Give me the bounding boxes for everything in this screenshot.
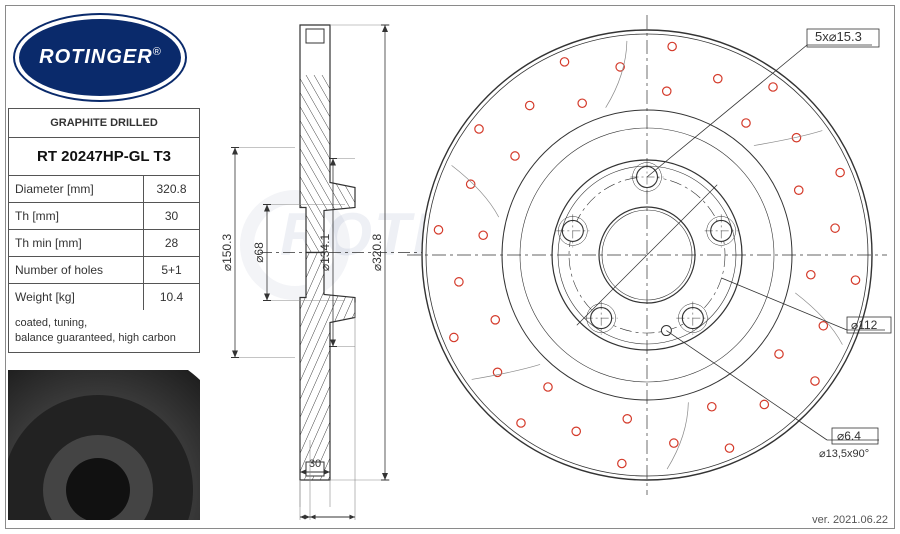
spec-row: Diameter [mm]320.8 [9,176,199,203]
spec-row: Number of holes5+1 [9,257,199,284]
svg-text:30: 30 [309,458,321,470]
spec-value: 10.4 [144,284,199,310]
svg-text:⌀68: ⌀68 [252,242,266,263]
part-render-preview [8,370,200,520]
spec-value: 28 [144,230,199,256]
version-label: ver. 2021.06.22 [812,514,888,526]
spec-label: Diameter [mm] [9,176,144,202]
spec-header: GRAPHITE DRILLED [9,109,199,138]
part-number: RT 20247HP-GL T3 [9,138,199,176]
spec-label: Th min [mm] [9,230,144,256]
spec-table: GRAPHITE DRILLED RT 20247HP-GL T3 Diamet… [8,108,200,353]
front-view: 5x⌀15.3 ⌀112 ⌀6.4 ⌀13,5x90° [407,15,891,495]
svg-text:⌀320.8: ⌀320.8 [370,234,384,272]
svg-text:⌀6.4: ⌀6.4 [837,429,861,443]
spec-value: 5+1 [144,257,199,283]
spec-row: Th [mm]30 [9,203,199,230]
svg-text:⌀134.1: ⌀134.1 [318,234,332,272]
brand-name: ROTINGER [39,46,153,69]
technical-drawing: ⌀320.8⌀150.3⌀68⌀134.1307.352.15x⌀15.3⌀11… [205,10,895,505]
spec-value: 30 [144,203,199,229]
svg-text:5x⌀15.3: 5x⌀15.3 [815,29,862,44]
spec-row: Th min [mm]28 [9,230,199,257]
spec-label: Th [mm] [9,203,144,229]
spec-label: Number of holes [9,257,144,283]
spec-value: 320.8 [144,176,199,202]
svg-text:⌀112: ⌀112 [851,318,878,332]
brand-logo: ROTINGER ® [15,15,185,100]
spec-notes: coated, tuning, balance guaranteed, high… [9,310,199,352]
spec-label: Weight [kg] [9,284,144,310]
brand-reg: ® [153,46,161,58]
svg-text:⌀13,5x90°: ⌀13,5x90° [819,448,869,460]
svg-text:⌀150.3: ⌀150.3 [220,234,234,272]
spec-row: Weight [kg]10.4 [9,284,199,310]
